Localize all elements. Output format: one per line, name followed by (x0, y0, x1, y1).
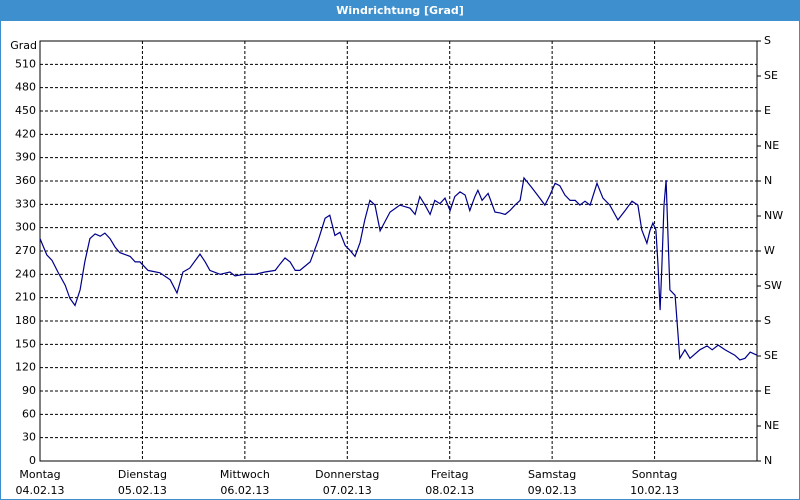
y-tick-label: 330 (15, 197, 36, 210)
y-tick-label: 300 (15, 221, 36, 234)
y-tick-label: 0 (29, 454, 36, 467)
y-tick-label: 60 (22, 407, 36, 420)
x-tick-label: Samstag (528, 468, 576, 481)
y-tick-label: 480 (15, 81, 36, 94)
y2-tick-label: SE (764, 349, 778, 362)
title-bar (0, 0, 800, 21)
x-tick-label: Mittwoch (220, 468, 270, 481)
y-axis-label: Grad (10, 39, 37, 52)
y2-tick-label: NW (764, 209, 783, 222)
y-tick-label: 120 (15, 361, 36, 374)
plot-frame (39, 40, 758, 462)
y2-tick-label: NE (764, 139, 779, 152)
y-tick-label: 210 (15, 291, 36, 304)
x-tick-date: 06.02.13 (220, 484, 269, 497)
x-tick-label: Montag (19, 468, 60, 481)
y2-tick-label: SW (764, 279, 782, 292)
x-tick-date: 07.02.13 (323, 484, 372, 497)
y-tick-label: 150 (15, 337, 36, 350)
y2-tick-label: E (764, 104, 771, 117)
y2-tick-label: E (764, 384, 771, 397)
x-tick-date: 04.02.13 (16, 484, 65, 497)
y2-tick-label: N (764, 454, 772, 467)
y-tick-label: 420 (15, 127, 36, 140)
y2-tick-label: S (764, 314, 771, 327)
x-tick-label: Freitag (431, 468, 469, 481)
y-tick-label: 180 (15, 314, 36, 327)
data-line (39, 176, 758, 361)
x-tick-date: 10.02.13 (630, 484, 679, 497)
y-tick-label: 510 (15, 57, 36, 70)
y2-tick-label: NE (764, 419, 779, 432)
y-tick-label: 270 (15, 244, 36, 257)
y-tick-label: 450 (15, 104, 36, 117)
x-tick-label: Dienstag (118, 468, 167, 481)
y-tick-label: 90 (22, 384, 36, 397)
x-tick-date: 08.02.13 (425, 484, 474, 497)
y2-tick-label: N (764, 174, 772, 187)
x-tick-label: Sonntag (632, 468, 678, 481)
y-tick-label: 360 (15, 174, 36, 187)
x-tick-label: Donnerstag (315, 468, 379, 481)
y-tick-label: 390 (15, 151, 36, 164)
chart-title: Windrichtung [Grad] (336, 4, 464, 17)
y2-tick-label: SE (764, 69, 778, 82)
y-tick-label: 30 (22, 431, 36, 444)
y2-tick-label: W (764, 244, 775, 257)
x-tick-date: 05.02.13 (118, 484, 167, 497)
y-tick-label: 240 (15, 267, 36, 280)
y2-tick-label: S (764, 34, 771, 47)
x-tick-date: 09.02.13 (528, 484, 577, 497)
